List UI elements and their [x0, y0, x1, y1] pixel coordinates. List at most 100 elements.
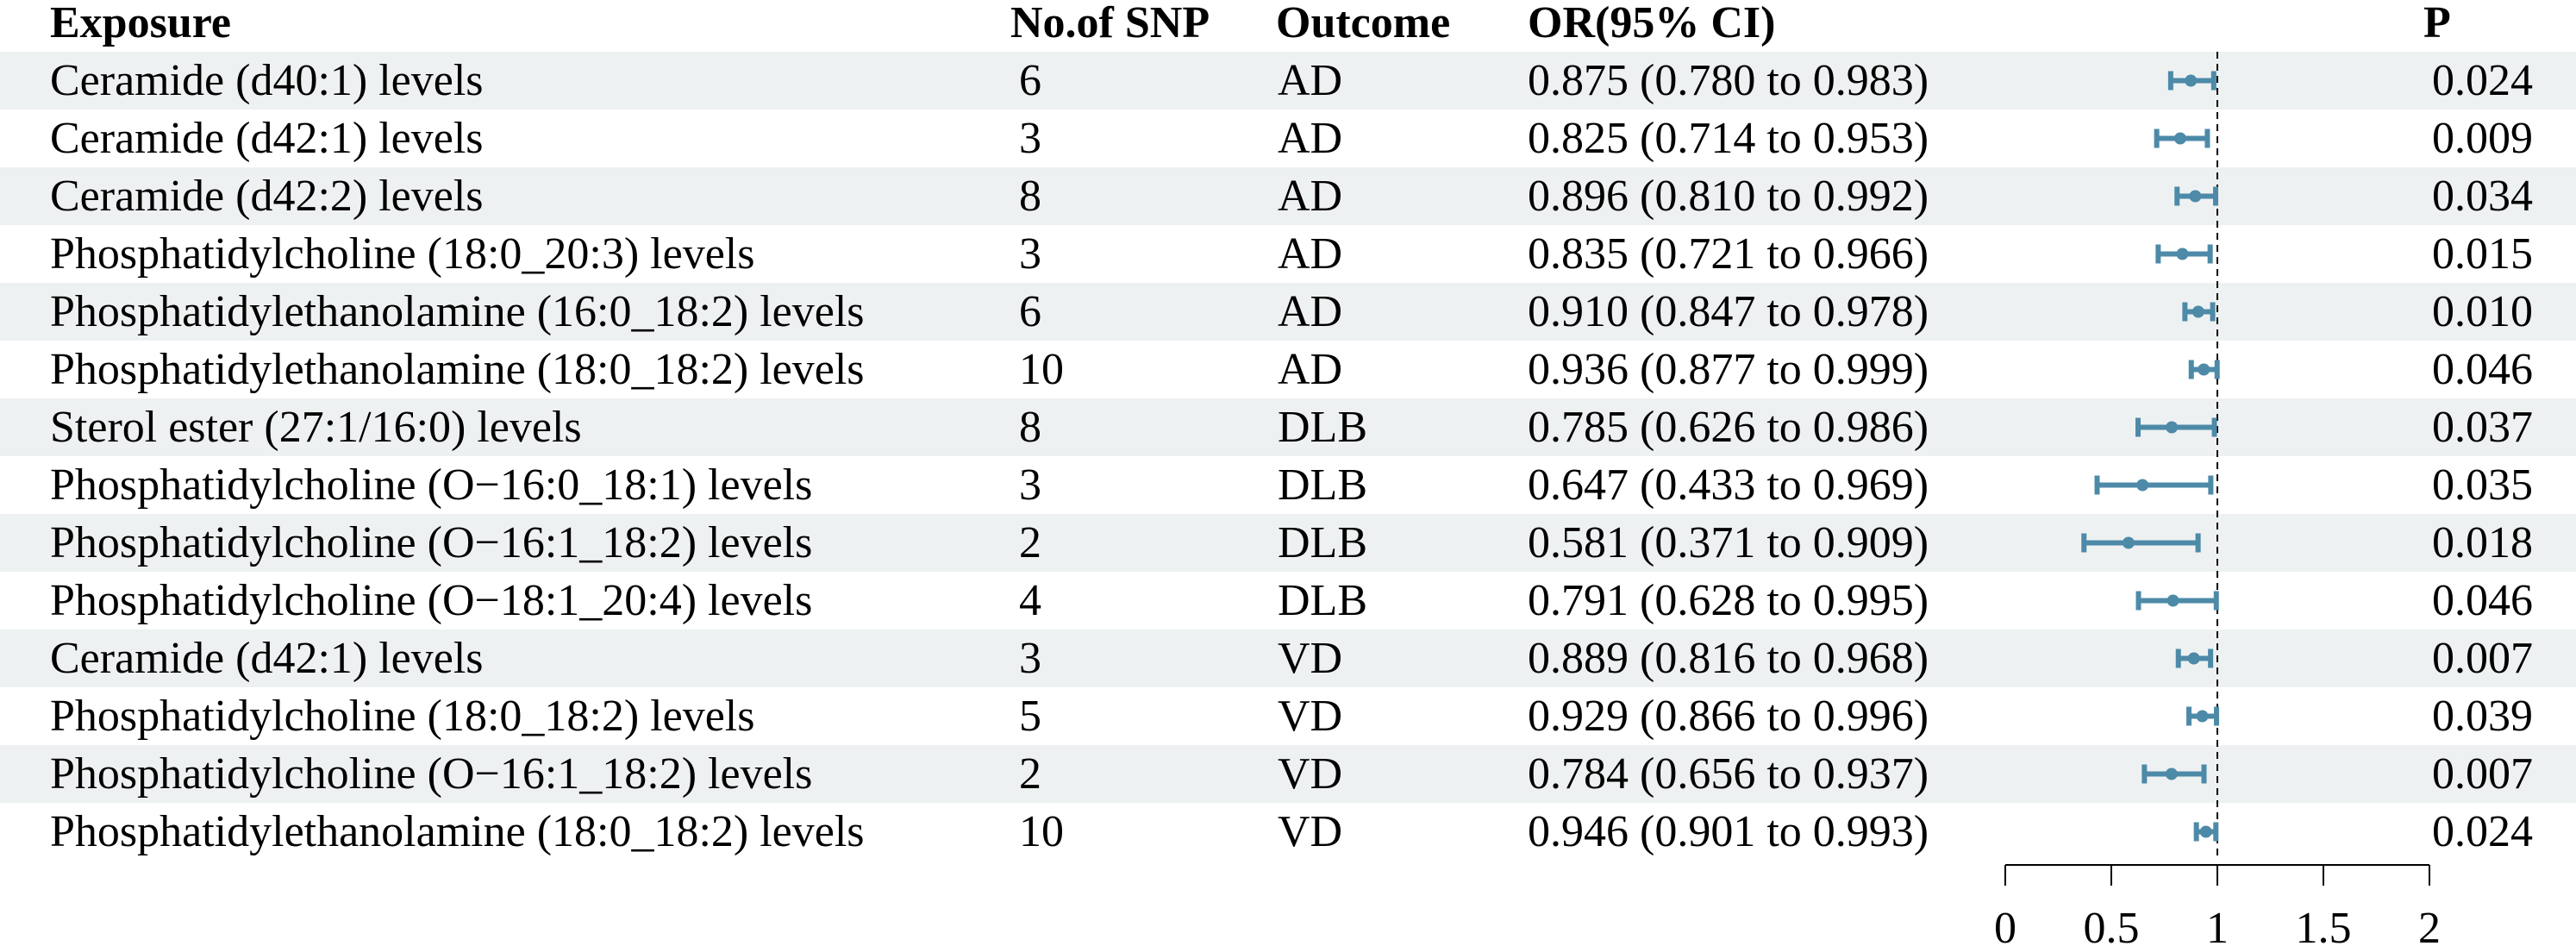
cell-outcome: DLB — [1278, 576, 1367, 625]
cell-outcome: AD — [1278, 345, 1343, 394]
ci-marker — [2182, 302, 2216, 322]
cell-p: 0.035 — [2432, 460, 2533, 510]
ci-marker — [2135, 591, 2219, 611]
x-tick-label: 0.5 — [2084, 904, 2140, 946]
row-stripe — [0, 167, 2576, 225]
cell-outcome: DLB — [1278, 460, 1367, 510]
cell-nsnp: 3 — [1019, 229, 1041, 279]
x-tick-label: 1 — [2206, 904, 2229, 946]
cell-exposure: Phosphatidylcholine (O−18:1_20:4) levels — [50, 576, 813, 625]
cell-p: 0.037 — [2432, 403, 2533, 452]
cell-exposure: Ceramide (d42:2) levels — [50, 172, 484, 221]
cell-outcome: VD — [1278, 692, 1343, 741]
point-estimate — [2189, 190, 2202, 203]
cell-nsnp: 2 — [1019, 749, 1041, 799]
ci-marker — [2186, 706, 2220, 726]
point-estimate — [2187, 652, 2200, 665]
cell-exposure: Sterol ester (27:1/16:0) levels — [50, 403, 582, 452]
point-estimate — [2166, 421, 2179, 434]
header-exposure: Exposure — [50, 0, 231, 47]
cell-or: 0.647 (0.433 to 0.969) — [1528, 460, 1929, 510]
cell-outcome: AD — [1278, 287, 1343, 336]
ci-marker — [2155, 244, 2213, 264]
cell-or: 0.784 (0.656 to 0.937) — [1528, 749, 1929, 799]
cell-p: 0.024 — [2432, 56, 2533, 105]
cell-exposure: Phosphatidylethanolamine (16:0_18:2) lev… — [50, 287, 865, 336]
cell-or: 0.929 (0.866 to 0.996) — [1528, 692, 1929, 741]
cell-nsnp: 10 — [1019, 807, 1064, 856]
point-estimate — [2136, 479, 2149, 492]
cell-or: 0.785 (0.626 to 0.986) — [1528, 403, 1929, 452]
cell-p: 0.034 — [2432, 172, 2533, 221]
cell-exposure: Phosphatidylcholine (O−16:1_18:2) levels — [50, 518, 813, 567]
cell-nsnp: 8 — [1019, 172, 1041, 221]
ci-marker — [2175, 648, 2214, 668]
cell-or: 0.946 (0.901 to 0.993) — [1528, 807, 1929, 856]
header-nsnp: No.of SNP — [1010, 0, 1210, 47]
ci-marker — [2188, 360, 2220, 379]
cell-p: 0.024 — [2432, 807, 2533, 856]
cell-outcome: AD — [1278, 229, 1343, 279]
ci-marker — [2193, 822, 2219, 842]
cell-nsnp: 8 — [1019, 403, 1041, 452]
ci-marker — [2094, 475, 2214, 495]
point-estimate — [2185, 74, 2198, 87]
header-p: P — [2423, 0, 2451, 47]
point-estimate — [2165, 767, 2178, 780]
cell-outcome: VD — [1278, 807, 1343, 856]
cell-nsnp: 5 — [1019, 692, 1041, 741]
ci-marker — [2167, 71, 2216, 91]
x-tick-label: 1.5 — [2296, 904, 2352, 946]
cell-nsnp: 3 — [1019, 114, 1041, 163]
cell-nsnp: 2 — [1019, 518, 1041, 567]
row-stripe — [0, 283, 2576, 341]
cell-outcome: VD — [1278, 634, 1343, 683]
cell-p: 0.039 — [2432, 692, 2533, 741]
cell-p: 0.009 — [2432, 114, 2533, 163]
point-estimate — [2199, 825, 2212, 838]
cell-or: 0.835 (0.721 to 0.966) — [1528, 229, 1929, 279]
cell-nsnp: 4 — [1019, 576, 1041, 625]
cell-nsnp: 6 — [1019, 287, 1041, 336]
x-tick-label: 2 — [2418, 904, 2441, 946]
cell-p: 0.046 — [2432, 576, 2533, 625]
x-tick-label: 0 — [1994, 904, 2016, 946]
ci-marker — [2141, 764, 2207, 784]
cell-exposure: Phosphatidylcholine (18:0_20:3) levels — [50, 229, 755, 279]
header-outcome: Outcome — [1276, 0, 1451, 47]
row-stripe — [0, 630, 2576, 687]
ci-marker — [2081, 533, 2201, 553]
cell-nsnp: 6 — [1019, 56, 1041, 105]
cell-p: 0.010 — [2432, 287, 2533, 336]
cell-p: 0.018 — [2432, 518, 2533, 567]
ci-marker — [2154, 128, 2210, 148]
ci-marker — [2135, 417, 2217, 437]
cell-or: 0.825 (0.714 to 0.953) — [1528, 114, 1929, 163]
cell-or: 0.896 (0.810 to 0.992) — [1528, 172, 1929, 221]
point-estimate — [2166, 594, 2179, 607]
cell-or: 0.791 (0.628 to 0.995) — [1528, 576, 1929, 625]
cell-or: 0.875 (0.780 to 0.983) — [1528, 56, 1929, 105]
cell-p: 0.007 — [2432, 634, 2533, 683]
cell-exposure: Ceramide (d42:1) levels — [50, 114, 484, 163]
cell-p: 0.007 — [2432, 749, 2533, 799]
header-or: OR(95% CI) — [1528, 0, 1776, 47]
cell-or: 0.936 (0.877 to 0.999) — [1528, 345, 1929, 394]
cell-outcome: AD — [1278, 172, 1343, 221]
point-estimate — [2122, 536, 2135, 549]
cell-exposure: Phosphatidylethanolamine (18:0_18:2) lev… — [50, 345, 865, 394]
cell-p: 0.046 — [2432, 345, 2533, 394]
cell-nsnp: 10 — [1019, 345, 1064, 394]
cell-outcome: DLB — [1278, 518, 1367, 567]
ci-marker — [2174, 186, 2219, 206]
point-estimate — [2191, 305, 2204, 318]
cell-outcome: VD — [1278, 749, 1343, 799]
cell-exposure: Phosphatidylethanolamine (18:0_18:2) lev… — [50, 807, 865, 856]
point-estimate — [2198, 363, 2210, 376]
cell-exposure: Phosphatidylcholine (O−16:0_18:1) levels — [50, 460, 813, 510]
point-estimate — [2176, 247, 2189, 260]
cell-outcome: AD — [1278, 114, 1343, 163]
row-stripe — [0, 52, 2576, 110]
